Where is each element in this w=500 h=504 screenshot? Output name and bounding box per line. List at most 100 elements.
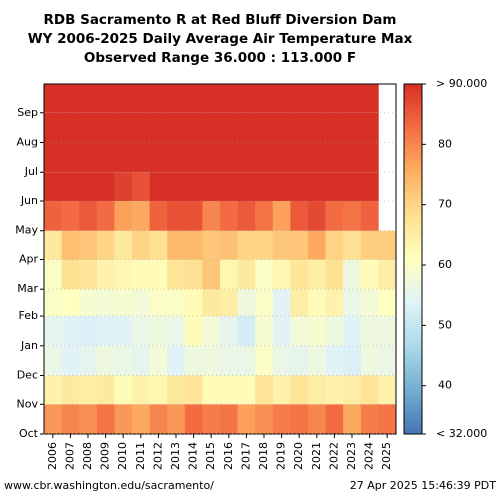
x-tick-label: 2010	[116, 442, 129, 470]
heat-cell	[61, 172, 80, 201]
colorbar-tick-label: < 32.000	[436, 427, 487, 440]
heat-cell	[308, 172, 326, 201]
heat-cell	[272, 375, 291, 405]
heat-cell	[378, 375, 397, 405]
heat-cell	[290, 230, 309, 260]
heat-cell	[79, 142, 98, 173]
heat-cell	[114, 84, 133, 113]
heat-cell	[132, 230, 150, 260]
heat-cell	[290, 289, 309, 317]
heat-cell	[308, 404, 326, 434]
heat-cell	[325, 142, 344, 173]
heat-cell	[360, 84, 379, 113]
heat-cell	[325, 375, 344, 405]
heat-cell	[149, 345, 168, 376]
heat-cell	[96, 404, 115, 434]
y-tick-label: May	[15, 224, 38, 237]
heat-cell	[290, 345, 309, 376]
x-tick-label: 2022	[327, 442, 340, 470]
heat-cell	[79, 404, 98, 434]
heat-cell	[149, 142, 168, 173]
x-tick-label: 2018	[257, 442, 270, 470]
heat-cell	[308, 259, 326, 290]
heat-cell	[96, 345, 115, 376]
heat-cell	[96, 230, 115, 260]
heat-cell	[96, 259, 115, 290]
heat-cell	[149, 289, 168, 317]
heat-cell	[308, 345, 326, 376]
heat-cell	[114, 200, 133, 231]
heat-cell	[202, 84, 221, 113]
heat-cell	[61, 230, 80, 260]
heat-cell	[220, 112, 238, 143]
heat-cell	[149, 84, 168, 113]
chart-title: Observed Range 36.000 : 113.000 F	[84, 50, 356, 66]
x-tick-label: 2011	[134, 442, 147, 470]
heat-cell	[255, 200, 274, 231]
heat-cell	[96, 316, 115, 346]
heat-cell	[325, 404, 344, 434]
heat-cell	[79, 200, 98, 231]
heat-cell	[167, 345, 186, 376]
y-tick-label: Jan	[20, 339, 38, 352]
heat-cell	[237, 404, 256, 434]
heat-cell	[272, 259, 291, 290]
heat-cell	[237, 289, 256, 317]
heat-cell	[360, 172, 379, 201]
heat-cell	[360, 404, 379, 434]
heat-cell	[220, 259, 238, 290]
y-tick-label: Nov	[17, 397, 39, 410]
heat-cell	[202, 172, 221, 201]
heat-cell	[308, 230, 326, 260]
heat-cell	[202, 142, 221, 173]
chart-title: RDB Sacramento R at Red Bluff Diversion …	[44, 12, 397, 28]
heat-cell	[132, 345, 150, 376]
x-tick-label: 2014	[187, 442, 200, 470]
heat-cell	[184, 375, 203, 405]
heat-cell	[343, 84, 362, 113]
heat-cell	[308, 112, 326, 143]
heat-cell	[61, 200, 80, 231]
heat-cell	[255, 142, 274, 173]
x-tick-label: 2008	[81, 442, 94, 470]
heat-cell	[114, 172, 133, 201]
heat-cell	[149, 375, 168, 405]
heat-cell	[167, 316, 186, 346]
heat-cell	[114, 316, 133, 346]
heat-cell	[237, 345, 256, 376]
heat-cell	[61, 259, 80, 290]
heat-cell	[255, 172, 274, 201]
x-tick-label: 2006	[46, 442, 59, 470]
heat-cell	[114, 142, 133, 173]
colorbar-tick-label: 80	[438, 137, 452, 150]
heat-cell	[149, 259, 168, 290]
heat-cell	[202, 375, 221, 405]
heat-cell	[237, 316, 256, 346]
y-tick-label: Aug	[17, 135, 38, 148]
heat-cell	[149, 112, 168, 143]
heat-cell	[220, 316, 238, 346]
heat-cell	[202, 200, 221, 231]
heat-cell	[61, 316, 80, 346]
heat-cell	[237, 375, 256, 405]
heat-cell	[44, 316, 62, 346]
heat-cell	[308, 200, 326, 231]
heat-cell	[202, 112, 221, 143]
heat-cell	[96, 289, 115, 317]
heat-cell	[167, 112, 186, 143]
heat-cell	[132, 404, 150, 434]
heat-cell	[290, 172, 309, 201]
heat-cell	[343, 142, 362, 173]
heat-cell	[202, 259, 221, 290]
heat-cell	[220, 375, 238, 405]
heat-cell	[96, 200, 115, 231]
heat-cell	[44, 230, 62, 260]
heat-cell	[167, 259, 186, 290]
heat-cell	[61, 404, 80, 434]
heat-cell	[325, 84, 344, 113]
y-tick-label: Apr	[19, 252, 39, 265]
heat-cell	[184, 259, 203, 290]
heat-cell	[44, 259, 62, 290]
x-tick-label: 2013	[169, 442, 182, 470]
y-tick-label: Dec	[17, 369, 38, 382]
